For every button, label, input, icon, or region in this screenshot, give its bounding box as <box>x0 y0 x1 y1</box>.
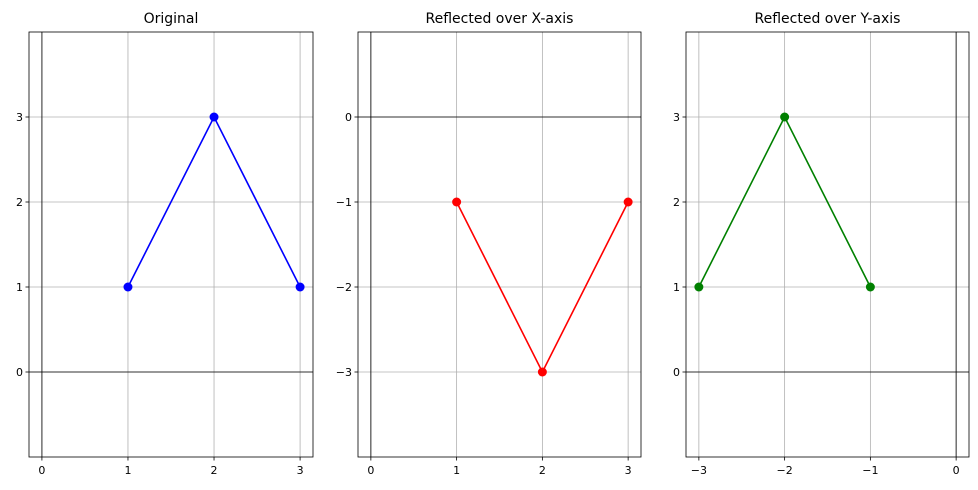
x-tick-label: −1 <box>862 464 878 477</box>
y-tick-label: 2 <box>673 196 680 209</box>
x-tick-label: 1 <box>453 464 460 477</box>
x-tick-label: −3 <box>691 464 707 477</box>
x-tick-label: 2 <box>539 464 546 477</box>
x-tick-label: 0 <box>367 464 374 477</box>
data-point <box>780 112 790 122</box>
y-tick-label: 1 <box>16 281 23 294</box>
data-point <box>694 282 704 292</box>
subplot-2: 0 1 2 3 −3 −2 −1 0 Reflected over X-axis <box>336 11 642 477</box>
subplot-title: Reflected over X-axis <box>426 11 574 27</box>
subplot-title: Original <box>144 11 199 27</box>
x-tick-label: 2 <box>211 464 218 477</box>
y-tick-label: 0 <box>673 366 680 379</box>
x-tick-label: 1 <box>124 464 131 477</box>
y-tick-label: 1 <box>673 281 680 294</box>
data-point <box>295 282 305 292</box>
y-tick-label: −1 <box>336 196 352 209</box>
x-tick-label: 3 <box>625 464 632 477</box>
y-tick-label: 2 <box>16 196 23 209</box>
y-tick-label: −3 <box>336 366 352 379</box>
y-tick-label: 0 <box>16 366 23 379</box>
data-point <box>537 367 547 377</box>
plot-frame <box>685 31 970 458</box>
plot-frame <box>28 31 314 458</box>
data-point <box>209 112 219 122</box>
data-point <box>452 197 462 207</box>
data-point <box>623 197 633 207</box>
plot-frame <box>357 31 642 458</box>
subplot-1: 0 1 2 3 0 1 2 3 Original <box>16 11 314 477</box>
y-tick-label: −2 <box>336 281 352 294</box>
x-tick-label: 0 <box>38 464 45 477</box>
data-point <box>123 282 133 292</box>
data-point <box>865 282 875 292</box>
x-tick-label: −2 <box>777 464 793 477</box>
subplot-3: −3 −2 −1 0 0 1 2 3 Reflected over Y-axis <box>673 11 970 477</box>
y-tick-label: 3 <box>16 111 23 124</box>
subplot-title: Reflected over Y-axis <box>755 11 901 27</box>
y-tick-label: 0 <box>345 111 352 124</box>
x-tick-label: 3 <box>297 464 304 477</box>
x-tick-label: 0 <box>953 464 960 477</box>
y-tick-label: 3 <box>673 111 680 124</box>
